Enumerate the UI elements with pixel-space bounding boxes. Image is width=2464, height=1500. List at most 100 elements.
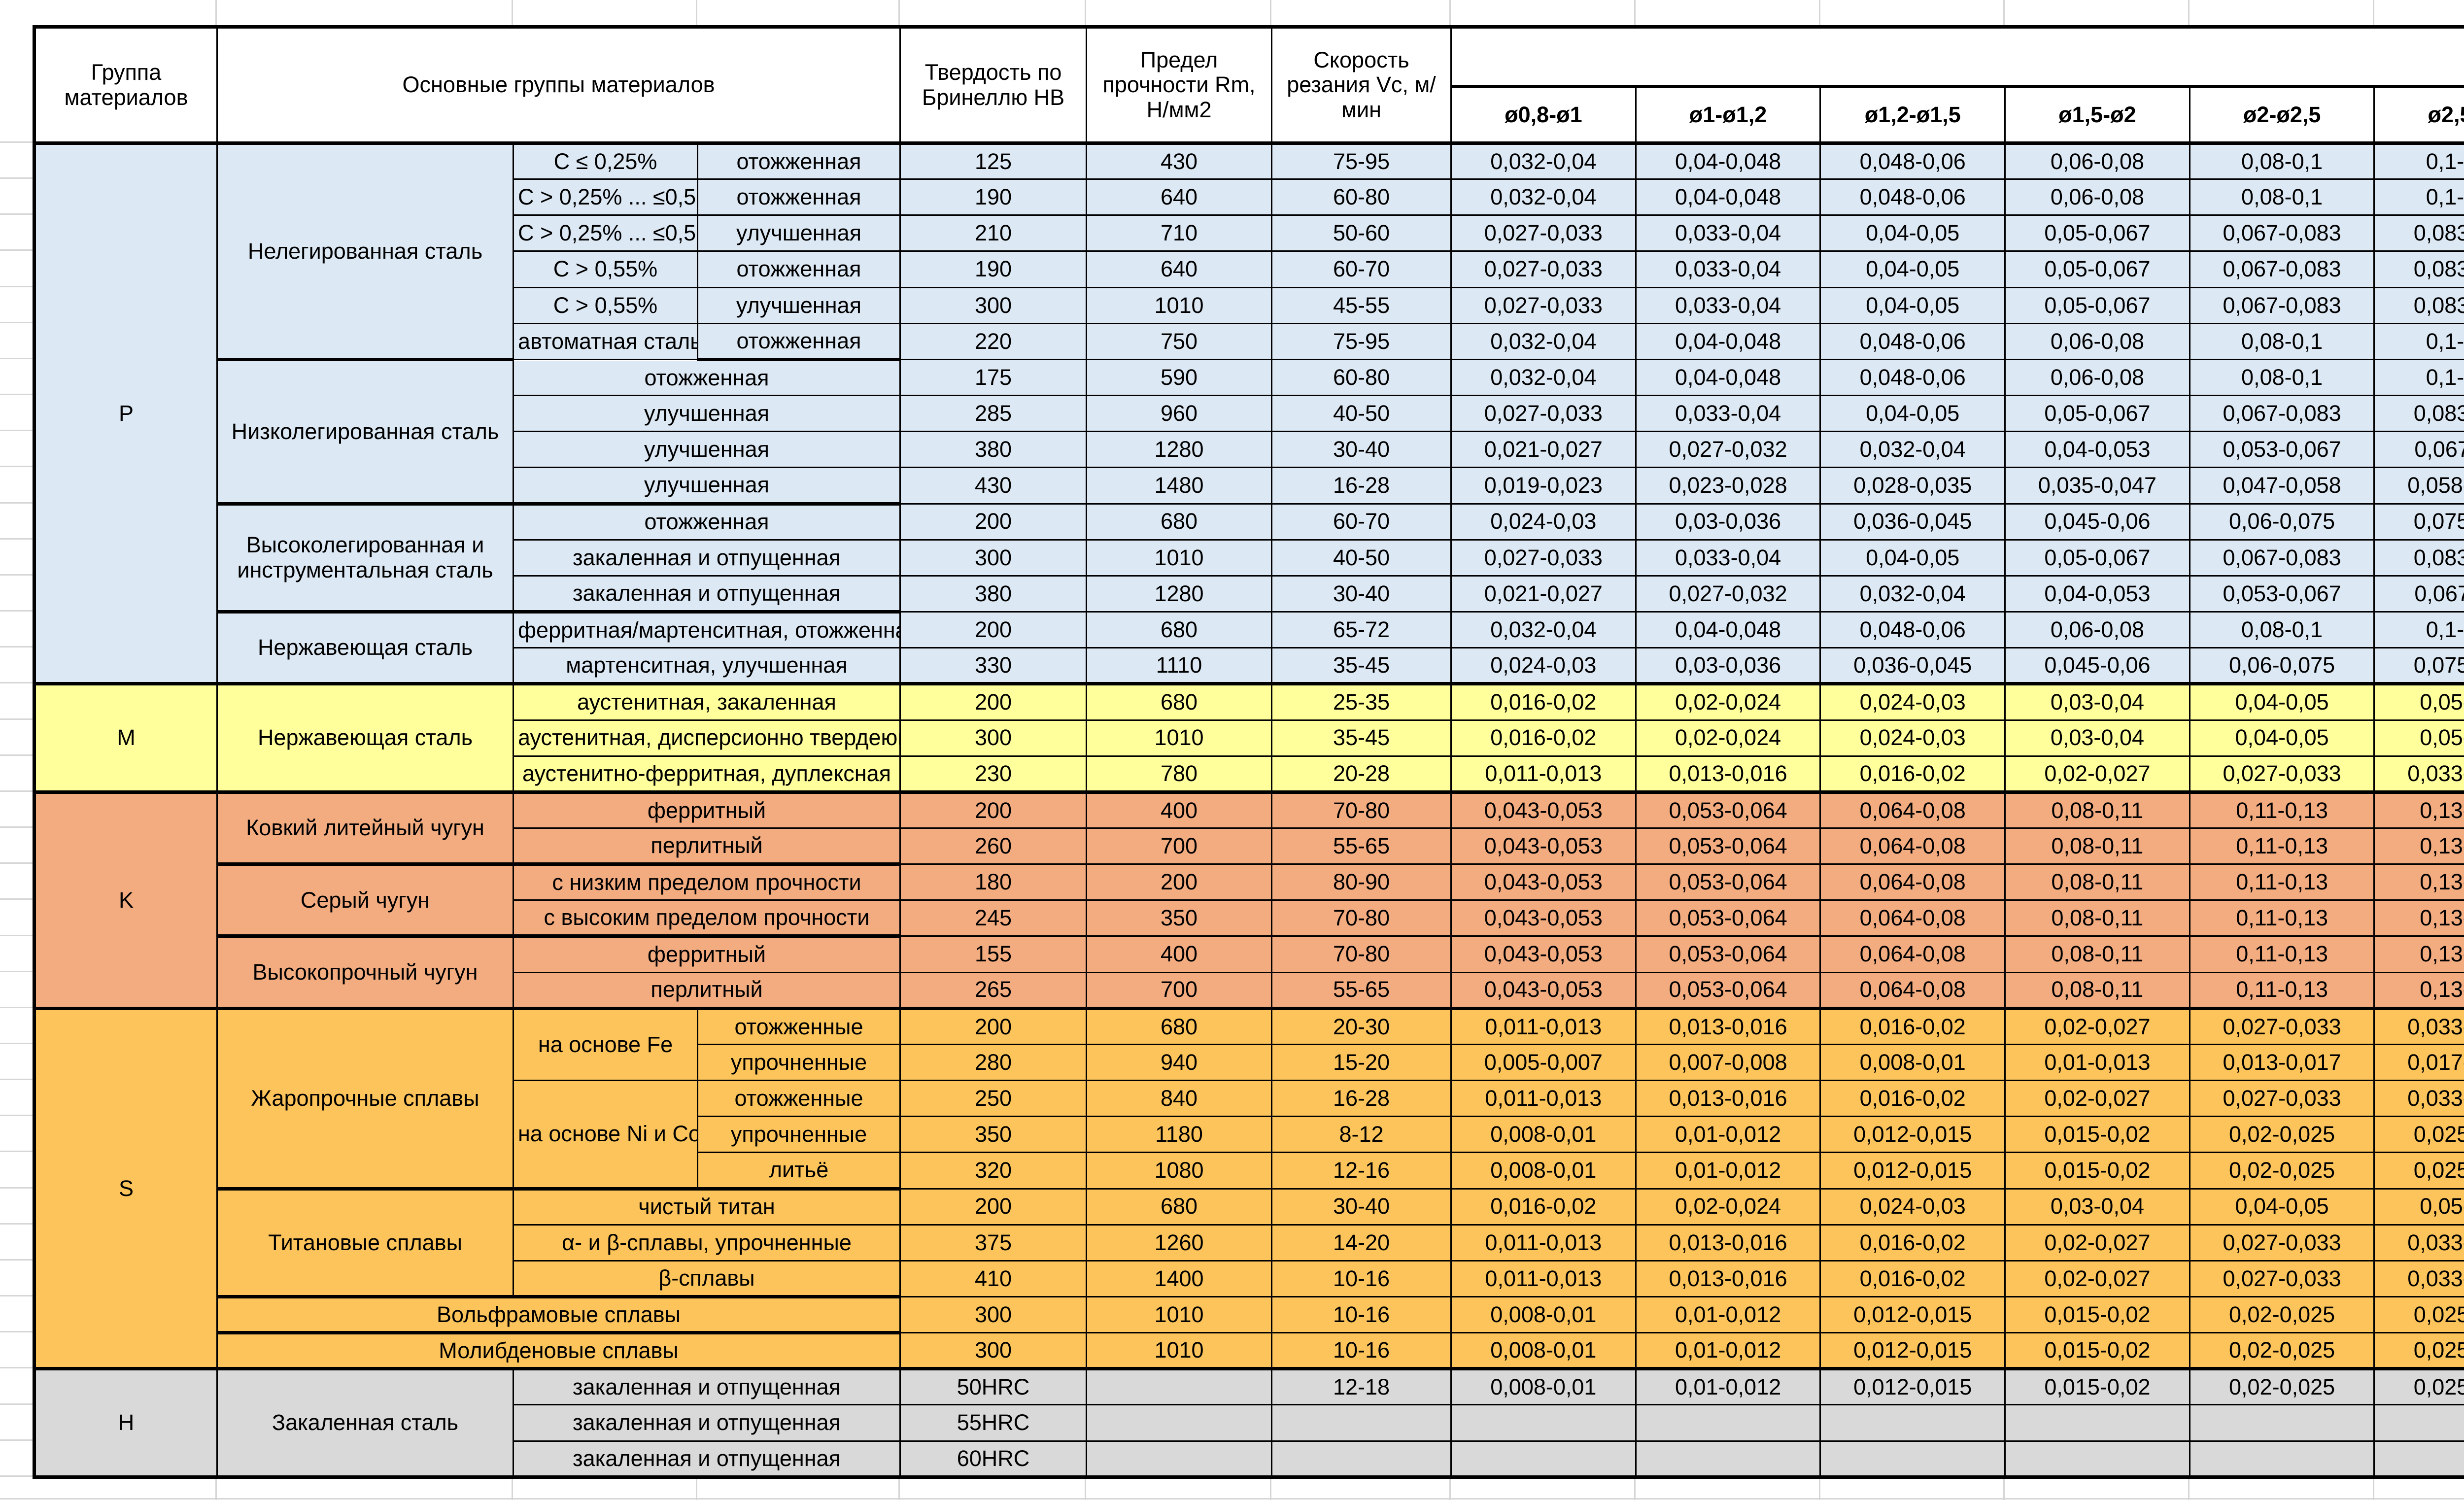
feed-cell[interactable] [1635,1404,1821,1442]
feed-cell[interactable]: 0,008-0,01 [1450,1368,1637,1406]
state-cell[interactable]: аустенитная, закаленная [512,683,901,721]
feed-cell[interactable]: 0,058-0,093 [2373,467,2464,505]
feed-cell[interactable]: 0,033-0,053 [2373,1007,2464,1045]
speed-cell[interactable]: 30-40 [1271,1188,1452,1226]
feed-cell[interactable]: 0,02-0,025 [2189,1116,2375,1154]
feed-cell[interactable]: 0,016-0,02 [1450,719,1637,757]
feed-cell[interactable]: 0,005-0,007 [1450,1043,1637,1082]
group-cell[interactable]: P [33,142,218,686]
feed-cell[interactable]: 0,027-0,032 [1635,431,1821,469]
material-cell[interactable]: Нелегированная сталь [216,142,514,361]
material-column-header[interactable]: Основные группы материалов [216,25,901,145]
feed-cell[interactable]: 0,08-0,11 [2004,863,2190,901]
feed-cell[interactable]: 0,053-0,064 [1635,971,1821,1010]
hardness-cell[interactable]: 230 [899,755,1088,794]
feed-cell[interactable]: 0,11-0,13 [2189,791,2375,829]
feed-cell[interactable]: 0,011-0,013 [1450,755,1637,794]
hardness-cell[interactable]: 210 [899,214,1088,252]
strength-cell[interactable]: 1010 [1086,539,1273,577]
speed-cell[interactable]: 75-95 [1271,322,1452,360]
hardness-cell[interactable]: 200 [899,683,1088,721]
feed-cell[interactable] [2189,1404,2375,1442]
material-cell[interactable]: Титановые сплавы [216,1188,514,1299]
feed-cell[interactable]: 0,048-0,06 [1819,611,2006,649]
feed-cell[interactable]: 0,083-0,13 [2373,395,2464,433]
speed-cell[interactable]: 14-20 [1271,1224,1452,1261]
speed-cell[interactable]: 60-80 [1271,358,1452,397]
speed-cell[interactable]: 10-16 [1271,1295,1452,1334]
strength-cell[interactable]: 680 [1086,1188,1273,1226]
strength-cell[interactable]: 1010 [1086,1295,1273,1334]
speed-cell[interactable]: 65-72 [1271,611,1452,649]
feed-cell[interactable]: 0,033-0,04 [1635,286,1821,324]
speed-cell[interactable]: 10-16 [1271,1332,1452,1371]
feed-cell[interactable]: 0,013-0,017 [2189,1043,2375,1082]
hardness-cell[interactable]: 200 [899,791,1088,829]
hardness-cell[interactable]: 300 [899,1332,1088,1371]
feed-cell[interactable]: 0,025-0,04 [2373,1332,2464,1371]
feed-cell[interactable]: 0,064-0,08 [1819,827,2006,865]
state-cell[interactable]: с высоким пределом прочности [512,899,901,938]
feed-cell[interactable]: 0,01-0,012 [1635,1295,1821,1334]
feed-cell[interactable]: 0,04-0,05 [1819,395,2006,433]
feed-cell[interactable]: 0,008-0,01 [1819,1043,2006,1082]
strength-cell[interactable]: 640 [1086,178,1273,216]
speed-cell[interactable]: 15-20 [1271,1043,1452,1082]
hardness-cell[interactable]: 200 [899,1007,1088,1045]
feed-cell[interactable]: 0,03-0,036 [1635,647,1821,686]
state-cell[interactable]: отожженная [512,503,901,541]
strength-cell[interactable]: 710 [1086,214,1273,252]
state-cell[interactable]: улучшенная [696,214,901,252]
feed-cell[interactable]: 0,047-0,058 [2189,467,2375,505]
feed-title-header[interactable]: Подача Fn, мм/об [1450,25,2464,87]
feed-cell[interactable] [2189,1440,2375,1479]
feed-cell[interactable]: 0,011-0,013 [1450,1224,1637,1261]
feed-cell[interactable]: 0,06-0,08 [2004,322,2190,360]
strength-cell[interactable] [1086,1440,1273,1479]
state-cell[interactable]: отожженная [512,358,901,397]
feed-cell[interactable]: 0,025-0,04 [2373,1116,2464,1154]
feed-cell[interactable]: 0,04-0,05 [1819,250,2006,288]
state-cell[interactable]: закаленная и отпущенная [512,539,901,577]
feed-cell[interactable]: 0,012-0,015 [1819,1116,2006,1154]
state-cell[interactable]: литьё [696,1152,901,1191]
material-cell[interactable]: Низколегированная сталь [216,358,514,506]
strength-cell[interactable]: 1010 [1086,1332,1273,1371]
feed-cell[interactable]: 0,027-0,033 [2189,1007,2375,1045]
diameter-header[interactable]: ø1-ø1,2 [1635,85,1821,145]
material-cell[interactable]: Ковкий литейный чугун [216,791,514,866]
feed-cell[interactable]: 0,03-0,04 [2004,719,2190,757]
feed-cell[interactable]: 0,016-0,02 [1450,1188,1637,1226]
feed-cell[interactable]: 0,013-0,016 [1635,1007,1821,1045]
hardness-cell[interactable]: 125 [899,142,1088,180]
speed-cell[interactable]: 8-12 [1271,1116,1452,1154]
feed-cell[interactable]: 0,08-0,11 [2004,899,2190,937]
feed-cell[interactable]: 0,11-0,13 [2189,899,2375,937]
feed-cell[interactable]: 0,032-0,04 [1450,142,1637,180]
feed-cell[interactable]: 0,05-0,08 [2373,719,2464,757]
submaterial-cell[interactable]: на основе Ni и Co [513,1080,698,1191]
feed-cell[interactable]: 0,008-0,01 [1450,1152,1637,1190]
state-cell[interactable]: отожженная [696,142,901,180]
hardness-cell[interactable]: 200 [899,1188,1088,1226]
feed-cell[interactable]: 0,033-0,04 [1635,250,1821,288]
feed-cell[interactable]: 0,083-0,13 [2373,286,2464,324]
speed-cell[interactable]: 40-50 [1271,395,1452,433]
feed-cell[interactable]: 0,11-0,13 [2189,971,2375,1010]
feed-cell[interactable]: 0,033-0,053 [2373,1260,2464,1298]
feed-cell[interactable]: 0,033-0,053 [2373,1224,2464,1261]
feed-cell[interactable]: 0,064-0,08 [1819,791,2006,829]
feed-cell[interactable]: 0,011-0,013 [1450,1080,1637,1118]
state-cell[interactable]: ферритная/мартенситная, отожженная [512,611,901,649]
feed-cell[interactable]: 0,064-0,08 [1819,899,2006,937]
feed-cell[interactable]: 0,013-0,016 [1635,755,1821,794]
feed-cell[interactable]: 0,032-0,04 [1819,575,2006,613]
hardness-cell[interactable]: 190 [899,178,1088,216]
feed-cell[interactable]: 0,13-0,21 [2373,971,2464,1010]
feed-cell[interactable]: 0,05-0,08 [2373,1188,2464,1226]
strength-cell[interactable]: 700 [1086,971,1273,1010]
submaterial-cell[interactable]: С > 0,55% [513,250,698,288]
feed-cell[interactable]: 0,033-0,04 [1635,539,1821,577]
feed-cell[interactable]: 0,04-0,05 [1819,286,2006,324]
feed-cell[interactable]: 0,06-0,08 [2004,611,2190,649]
